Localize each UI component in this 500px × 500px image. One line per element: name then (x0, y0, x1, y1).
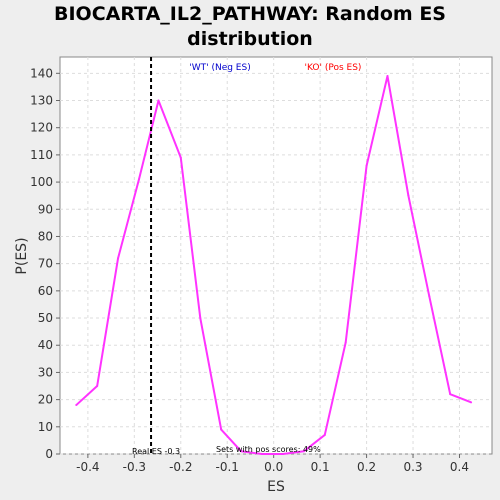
data-point (449, 393, 452, 396)
pos-es-label: 'KO' (Pos ES) (305, 63, 362, 73)
chart-title-line2: distribution (187, 28, 313, 50)
x-tick-label: -0.1 (216, 460, 239, 474)
x-tick-label: -0.4 (76, 460, 99, 474)
data-point (281, 453, 284, 455)
x-tick-label: -0.3 (123, 460, 146, 474)
y-tick-label: 50 (38, 311, 53, 325)
data-point (407, 194, 410, 197)
es-distribution-line (75, 75, 472, 455)
chart-title-line1: BIOCARTA_IL2_PATHWAY: Random ES (53, 3, 446, 25)
data-point (470, 401, 473, 404)
plot-area (59, 56, 493, 455)
y-tick-label: 20 (38, 393, 53, 407)
neg-es-label: 'WT' (Neg ES) (189, 63, 250, 73)
pos-scores-label: Sets with pos scores: 49% (216, 445, 321, 454)
y-tick-label: 0 (45, 447, 53, 461)
y-tick-label: 40 (38, 338, 53, 352)
data-point (75, 404, 78, 407)
y-tick-label: 130 (30, 94, 53, 108)
x-tick-label: 0.3 (403, 460, 422, 474)
annotation-layer: 'WT' (Neg ES) 'KO' (Pos ES) Real ES -0.3… (132, 63, 361, 456)
y-tick-label: 80 (38, 229, 53, 243)
x-tick-label: 0.4 (450, 460, 469, 474)
x-tick-label: 0.0 (264, 460, 283, 474)
data-point (199, 317, 202, 320)
data-point (117, 257, 120, 260)
y-axis-label: P(ES) (14, 237, 30, 274)
data-point (344, 341, 347, 344)
y-tick-label: 140 (30, 66, 53, 80)
data-point (386, 75, 389, 78)
x-tick-label: 0.1 (311, 460, 330, 474)
data-point (365, 164, 368, 167)
data-point (137, 178, 140, 181)
series-layer (75, 57, 473, 455)
chart-title: BIOCARTA_IL2_PATHWAY: Random ES distribu… (0, 2, 500, 52)
x-tick-label: -0.2 (169, 460, 192, 474)
axis-layer: 0 10 20 30 40 50 60 70 80 90 100 110 120 130 140 -0.4 -0… (30, 66, 469, 474)
data-point (240, 450, 243, 453)
y-tick-label: 10 (38, 420, 53, 434)
y-tick-label: 110 (30, 148, 53, 162)
y-tick-label: 60 (38, 284, 53, 298)
real-es-label: Real ES -0.3 (132, 447, 180, 456)
y-tick-label: 70 (38, 257, 53, 271)
y-tick-label: 100 (30, 175, 53, 189)
data-point (428, 295, 431, 298)
y-tick-label: 30 (38, 365, 53, 379)
data-point (157, 99, 160, 102)
data-point (261, 453, 264, 455)
x-tick-label: 0.2 (357, 460, 376, 474)
y-tick-label: 120 (30, 121, 53, 135)
data-point (96, 385, 99, 388)
y-tick-label: 90 (38, 202, 53, 216)
x-axis-label: ES (267, 479, 285, 495)
data-point (323, 433, 326, 436)
data-point (302, 450, 305, 453)
data-point (179, 156, 182, 159)
data-point (220, 428, 223, 431)
